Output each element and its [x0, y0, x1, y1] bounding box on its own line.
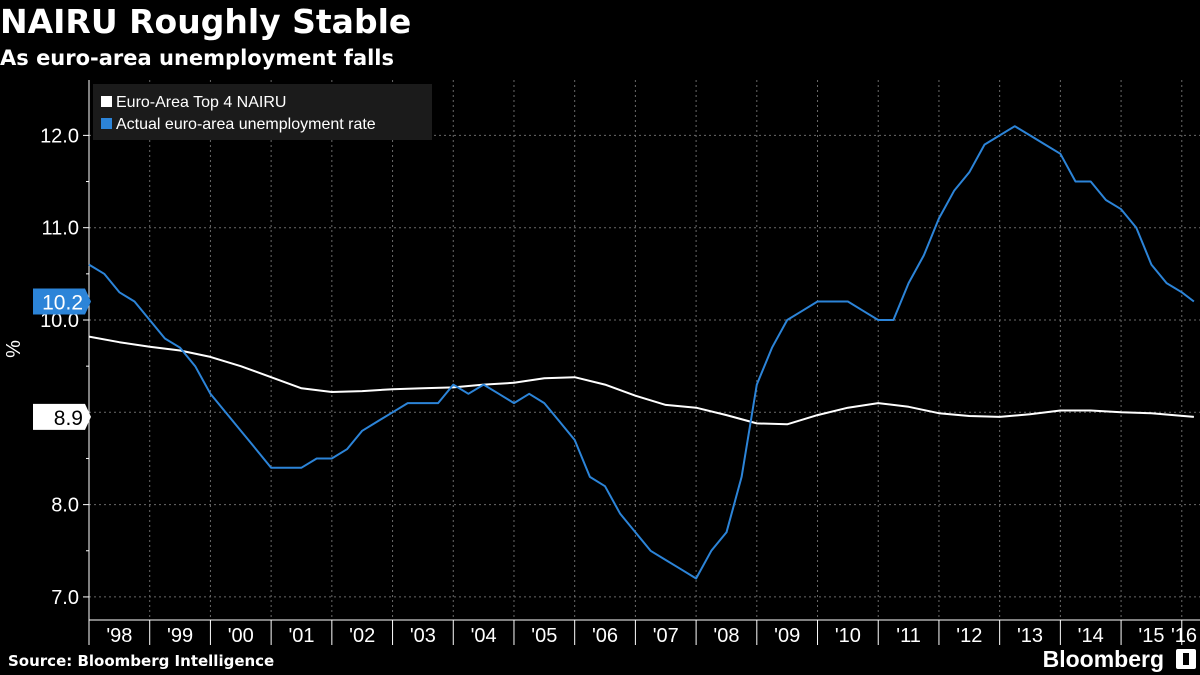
legend-swatch: [101, 96, 112, 107]
x-tick-label: '15: [1138, 625, 1164, 647]
x-tick-label: '10: [835, 625, 861, 647]
y-tick-label: 7.0: [51, 587, 79, 609]
x-tick-label: '06: [592, 625, 618, 647]
chart-title: NAIRU Roughly Stable: [0, 2, 412, 41]
last-value-badge: [33, 403, 91, 430]
last-value-badge: [33, 288, 91, 315]
x-tick-label: '04: [471, 625, 497, 647]
y-tick-label: 8.0: [51, 495, 79, 517]
last-value-label: 8.9: [54, 407, 83, 430]
x-tick-label: '05: [531, 625, 557, 647]
x-tick-label: '13: [1017, 625, 1043, 647]
legend-label: Euro-Area Top 4 NAIRU: [116, 94, 286, 111]
x-tick-label: '07: [653, 625, 679, 647]
source-note: Source: Bloomberg Intelligence: [8, 652, 275, 670]
x-tick-label: '03: [410, 625, 436, 647]
x-tick-label: '00: [228, 625, 254, 647]
x-tick-label: '02: [349, 625, 375, 647]
brand-logo: Bloomberg: [1042, 646, 1164, 672]
y-tick-label: 11.0: [42, 218, 79, 240]
x-tick-label: '16: [1171, 625, 1197, 647]
legend-box: [93, 84, 432, 140]
x-tick-label: '11: [896, 625, 921, 647]
y-axis-label: %: [3, 340, 25, 358]
x-tick-label: '01: [288, 625, 314, 647]
x-tick-label: '14: [1078, 625, 1104, 647]
x-tick-label: '12: [956, 625, 982, 647]
x-tick-label: '98: [106, 625, 132, 647]
series-line-0: [88, 335, 1194, 426]
y-tick-label: 10.0: [40, 310, 79, 332]
legend-swatch: [101, 118, 112, 129]
legend-label: Actual euro-area unemployment rate: [116, 116, 376, 133]
x-tick-label: '08: [713, 625, 739, 647]
terminal-icon: [1176, 649, 1196, 669]
last-value-label: 10.2: [42, 292, 83, 315]
chart-subtitle: As euro-area unemployment falls: [0, 46, 395, 70]
series-line-1: [88, 125, 1195, 580]
y-tick-label: 12.0: [40, 125, 79, 147]
x-tick-label: '99: [167, 625, 193, 647]
x-tick-label: '09: [774, 625, 800, 647]
